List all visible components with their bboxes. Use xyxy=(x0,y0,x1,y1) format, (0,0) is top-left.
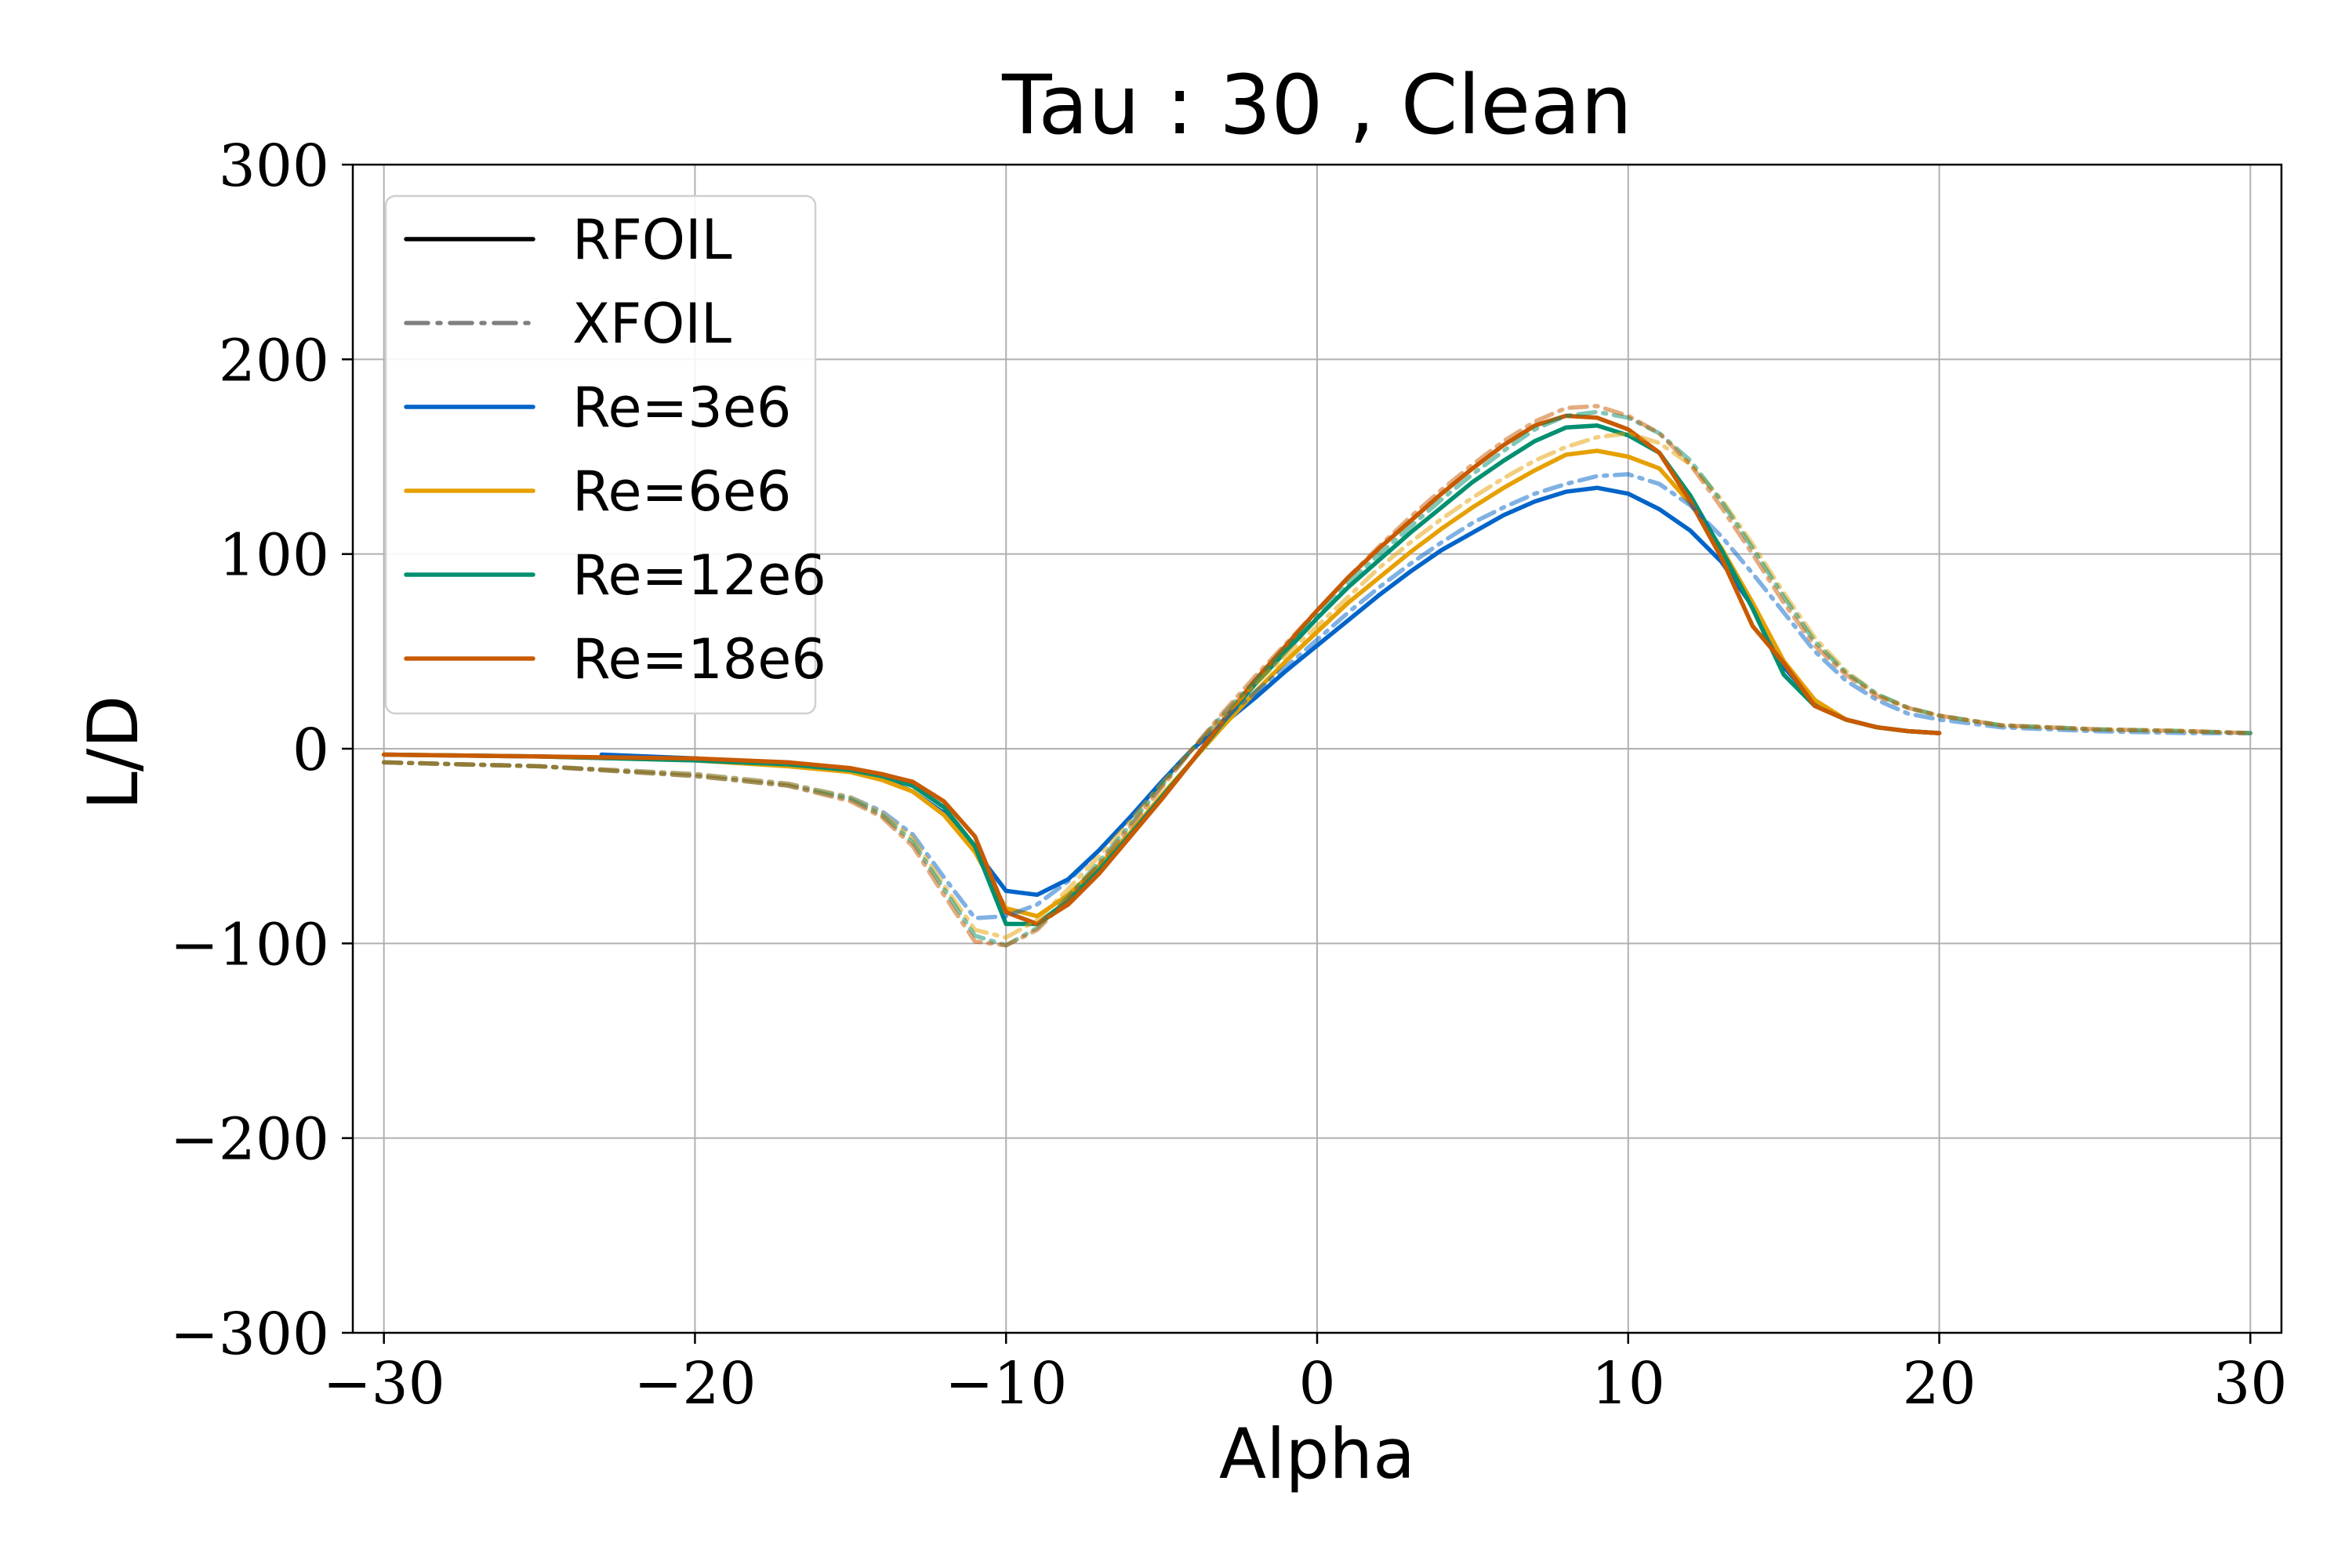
x-tick-label: 20 xyxy=(1902,1350,1976,1417)
legend-item-re-6e6: Re=6e6 xyxy=(404,459,791,524)
chart-title: Tau : 30 , Clean xyxy=(1001,57,1632,153)
legend-label: Re=3e6 xyxy=(572,376,791,440)
legend-item-rfoil: RFOIL xyxy=(404,208,732,272)
x-axis-label: Alpha xyxy=(1219,1414,1415,1494)
x-axis-ticks: −30 −20 −10 0 10 20 30 xyxy=(323,1333,2287,1417)
legend-box xyxy=(384,194,817,715)
legend-label: Re=12e6 xyxy=(572,543,826,608)
y-axis-ticks: −300 −200 −100 0 100 200 300 xyxy=(170,132,353,1368)
x-tick-label: 10 xyxy=(1592,1350,1665,1417)
y-tick-label: 200 xyxy=(219,327,329,394)
y-axis-label: L/D xyxy=(73,695,154,810)
legend: RFOIL XFOIL Re=3e6 Re=6e6 Re=12e6 Re=18e6 xyxy=(384,194,826,715)
xfoil-series-re-3e6 xyxy=(381,472,2253,920)
xfoil-series-re-12e6 xyxy=(381,409,2253,948)
x-tick-label: −30 xyxy=(323,1350,445,1417)
y-tick-label: 100 xyxy=(219,522,329,590)
x-tick-label: 30 xyxy=(2213,1350,2287,1417)
y-tick-label: 300 xyxy=(219,132,329,200)
x-tick-label: −20 xyxy=(633,1350,756,1417)
xfoil-series-re-6e6 xyxy=(381,430,2253,940)
series-layer xyxy=(381,404,2253,948)
legend-label: XFOIL xyxy=(572,292,731,356)
y-tick-label: −100 xyxy=(170,911,329,978)
legend-label: Re=6e6 xyxy=(572,459,791,524)
x-tick-label: −10 xyxy=(945,1350,1067,1417)
legend-label: Re=18e6 xyxy=(572,627,826,691)
legend-label: RFOIL xyxy=(572,208,732,272)
legend-item-re-18e6: Re=18e6 xyxy=(404,627,826,691)
y-tick-label: 0 xyxy=(292,717,329,784)
y-tick-label: −200 xyxy=(170,1106,329,1174)
x-tick-label: 0 xyxy=(1298,1350,1335,1417)
rfoil-series-re-18e6 xyxy=(381,413,1942,927)
legend-item-re-3e6: Re=3e6 xyxy=(404,376,791,440)
legend-item-re-12e6: Re=12e6 xyxy=(404,543,826,608)
legend-items: RFOIL XFOIL Re=3e6 Re=6e6 Re=12e6 Re=18e6 xyxy=(404,208,826,691)
legend-item-xfoil: XFOIL xyxy=(404,292,731,356)
y-tick-label: −300 xyxy=(170,1301,329,1368)
xfoil-series-re-18e6 xyxy=(381,404,2253,948)
